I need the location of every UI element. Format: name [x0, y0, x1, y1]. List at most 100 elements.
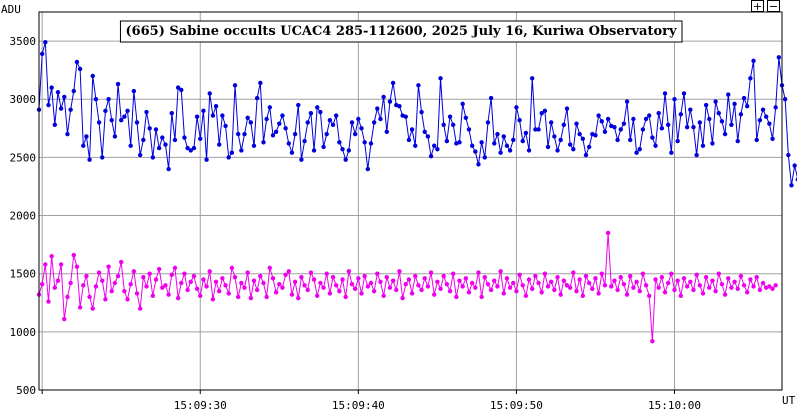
- data-point: [365, 166, 371, 172]
- data-point: [198, 293, 203, 298]
- data-point: [182, 135, 187, 140]
- data-point: [786, 152, 791, 158]
- data-point: [533, 273, 538, 279]
- data-point: [74, 264, 80, 269]
- data-point: [346, 269, 352, 274]
- data-point: [258, 80, 263, 86]
- data-point: [352, 131, 358, 137]
- data-point: [574, 288, 579, 294]
- data-point: [511, 280, 516, 286]
- data-point: [232, 274, 238, 280]
- zoom-in-button[interactable]: +: [751, 0, 764, 13]
- data-point: [375, 271, 380, 276]
- data-point: [688, 107, 693, 112]
- data-point: [106, 97, 111, 102]
- data-point: [476, 162, 481, 167]
- data-point: [719, 119, 725, 124]
- data-point: [586, 144, 592, 150]
- data-point: [425, 134, 431, 139]
- data-point: [441, 122, 446, 128]
- data-point: [84, 273, 89, 279]
- y-tick-label: 2500: [10, 151, 37, 164]
- data-point: [637, 147, 642, 152]
- y-axis-label: ADU: [1, 3, 21, 16]
- data-point: [390, 278, 396, 283]
- data-point: [583, 152, 589, 158]
- data-point: [469, 280, 475, 286]
- data-point: [517, 117, 522, 123]
- data-point: [201, 277, 206, 282]
- y-tick-label: 2000: [10, 210, 37, 223]
- data-point: [245, 270, 250, 275]
- data-point: [296, 295, 301, 301]
- data-point: [400, 295, 405, 301]
- data-point: [356, 276, 361, 281]
- data-point: [732, 279, 737, 285]
- data-point: [330, 122, 336, 128]
- data-point: [548, 279, 554, 285]
- data-point: [77, 66, 83, 72]
- data-point: [163, 142, 168, 147]
- data-point: [672, 97, 677, 102]
- data-point: [567, 285, 573, 290]
- data-point: [463, 276, 469, 281]
- data-point: [175, 295, 181, 301]
- data-point: [542, 108, 548, 114]
- data-point: [469, 143, 475, 148]
- data-point: [229, 265, 235, 271]
- data-point: [523, 130, 529, 136]
- y-tick-label: 1000: [10, 326, 37, 339]
- data-point: [631, 116, 636, 122]
- data-point: [58, 106, 64, 111]
- data-point: [375, 106, 380, 111]
- data-point: [735, 286, 740, 292]
- data-point: [653, 143, 658, 148]
- data-point: [662, 91, 668, 96]
- data-point: [729, 285, 734, 290]
- data-point: [283, 126, 288, 131]
- data-point: [251, 143, 257, 148]
- data-point: [362, 273, 367, 279]
- data-point: [520, 138, 525, 144]
- data-point: [621, 121, 627, 126]
- data-point: [580, 293, 586, 298]
- data-point: [438, 76, 443, 81]
- data-point: [552, 134, 557, 139]
- data-point: [378, 116, 383, 122]
- data-point: [748, 76, 753, 81]
- data-point: [514, 105, 519, 110]
- data-point: [719, 281, 725, 287]
- data-point: [343, 294, 348, 300]
- data-point: [356, 116, 361, 122]
- data-point: [156, 266, 162, 272]
- data-point: [62, 316, 67, 322]
- data-point: [571, 147, 576, 152]
- data-point: [596, 113, 601, 118]
- data-point: [334, 283, 339, 288]
- data-point: [226, 291, 231, 296]
- data-point: [141, 137, 146, 143]
- data-point: [703, 102, 709, 108]
- data-point: [368, 141, 374, 146]
- data-point: [432, 292, 437, 297]
- data-point: [46, 299, 51, 304]
- data-point: [520, 283, 525, 288]
- data-point: [163, 283, 168, 288]
- data-point: [223, 123, 228, 129]
- data-point: [387, 99, 393, 104]
- data-point: [235, 131, 241, 137]
- zoom-out-button[interactable]: −: [767, 0, 780, 13]
- data-point: [675, 278, 680, 283]
- data-point: [542, 271, 548, 276]
- data-point: [93, 284, 99, 289]
- data-point: [254, 95, 260, 101]
- data-point: [277, 121, 282, 126]
- data-point: [479, 294, 484, 300]
- data-point: [665, 122, 671, 128]
- data-point: [43, 40, 48, 45]
- data-point: [204, 284, 209, 289]
- data-point: [318, 109, 323, 115]
- data-point: [526, 277, 532, 282]
- data-point: [390, 80, 396, 86]
- data-point: [308, 270, 314, 275]
